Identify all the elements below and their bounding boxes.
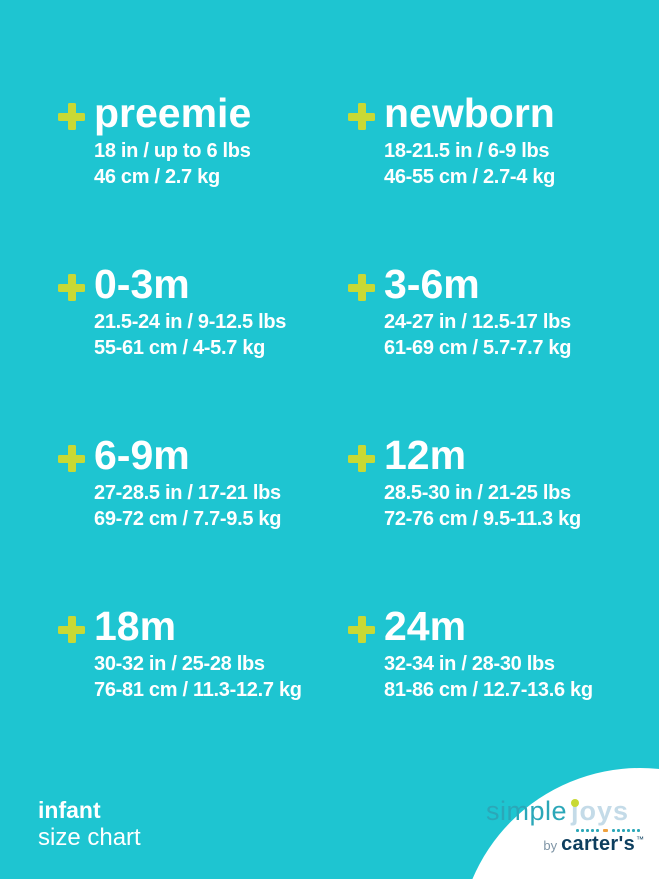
size-metric: 72-76 cm / 9.5-11.3 kg xyxy=(384,508,581,530)
size-label: 3-6m xyxy=(384,261,480,307)
size-grid: preemie 18 in / up to 6 lbs 46 cm / 2.7 kg… xyxy=(58,92,638,776)
size-imperial: 30-32 in / 25-28 lbs xyxy=(94,653,265,675)
size-entry-0-3m: 0-3m 21.5-24 in / 9-12.5 lbs 55-61 cm / 4-… xyxy=(58,263,348,434)
logo-simple-text: simple xyxy=(486,796,568,826)
brand-logo-circle: simple joys by carter's ™ xyxy=(458,768,659,879)
size-entry-6-9m: 6-9m 27-28.5 in / 17-21 lbs 69-72 cm / 7.7… xyxy=(58,434,348,605)
size-metric: 61-69 cm / 5.7-7.7 kg xyxy=(384,337,572,359)
size-label: newborn xyxy=(384,90,555,136)
size-metric: 46-55 cm / 2.7-4 kg xyxy=(384,166,556,188)
size-label: 0-3m xyxy=(94,261,190,307)
size-text-block: 3-6m 24-27 in / 12.5-17 lbs 61-69 cm / 5.7… xyxy=(384,263,571,361)
plus-icon xyxy=(348,616,375,643)
size-text-block: 6-9m 27-28.5 in / 17-21 lbs 69-72 cm / 7.7… xyxy=(94,434,281,532)
size-label: 18m xyxy=(94,603,177,649)
size-label: 12m xyxy=(384,432,467,478)
logo-dotted-underline-icon xyxy=(576,829,644,832)
size-imperial: 21.5-24 in / 9-12.5 lbs xyxy=(94,311,287,333)
plus-icon xyxy=(348,103,375,130)
plus-icon xyxy=(58,616,85,643)
chart-subtitle: size chart xyxy=(38,824,141,851)
size-imperial: 18-21.5 in / 6-9 lbs xyxy=(384,140,550,162)
logo-joys-text: joys xyxy=(571,796,630,826)
plus-icon xyxy=(58,274,85,301)
size-imperial: 18 in / up to 6 lbs xyxy=(94,140,251,162)
size-metric: 55-61 cm / 4-5.7 kg xyxy=(94,337,266,359)
size-text-block: 18m 30-32 in / 25-28 lbs 76-81 cm / 11.3-1… xyxy=(94,605,302,703)
size-metric: 81-86 cm / 12.7-13.6 kg xyxy=(384,679,593,701)
size-imperial: 32-34 in / 28-30 lbs xyxy=(384,653,555,675)
size-imperial: 27-28.5 in / 17-21 lbs xyxy=(94,482,281,504)
trademark-symbol: ™ xyxy=(636,835,644,844)
size-text-block: 24m 32-34 in / 28-30 lbs 81-86 cm / 12.7-1… xyxy=(384,605,593,703)
size-entry-preemie: preemie 18 in / up to 6 lbs 46 cm / 2.7 kg xyxy=(58,92,348,263)
logo-wordmark: simple joys xyxy=(486,798,644,825)
size-entry-newborn: newborn 18-21.5 in / 6-9 lbs 46-55 cm / 2.… xyxy=(348,92,638,263)
footer: infant size chart xyxy=(38,797,141,852)
size-metric: 76-81 cm / 11.3-12.7 kg xyxy=(94,679,302,701)
size-imperial: 24-27 in / 12.5-17 lbs xyxy=(384,311,571,333)
size-text-block: 0-3m 21.5-24 in / 9-12.5 lbs 55-61 cm / 4-… xyxy=(94,263,286,361)
size-label: 6-9m xyxy=(94,432,190,478)
plus-icon xyxy=(58,445,85,472)
logo-carters-text: carter's xyxy=(561,833,635,855)
size-label: 24m xyxy=(384,603,467,649)
plus-icon xyxy=(348,445,375,472)
size-entry-18m: 18m 30-32 in / 25-28 lbs 76-81 cm / 11.3-1… xyxy=(58,605,348,776)
size-text-block: 12m 28.5-30 in / 21-25 lbs 72-76 cm / 9.5-… xyxy=(384,434,581,532)
logo-byline: by carter's ™ xyxy=(486,834,644,854)
brand-logo: simple joys by carter's ™ xyxy=(486,798,644,855)
size-entry-24m: 24m 32-34 in / 28-30 lbs 81-86 cm / 12.7-1… xyxy=(348,605,638,776)
size-label: preemie xyxy=(94,90,252,136)
category-title: infant xyxy=(38,797,101,823)
size-metric: 69-72 cm / 7.7-9.5 kg xyxy=(94,508,282,530)
size-text-block: newborn 18-21.5 in / 6-9 lbs 46-55 cm / 2.… xyxy=(384,92,555,190)
size-entry-12m: 12m 28.5-30 in / 21-25 lbs 72-76 cm / 9.5-… xyxy=(348,434,638,605)
plus-icon xyxy=(348,274,375,301)
size-imperial: 28.5-30 in / 21-25 lbs xyxy=(384,482,571,504)
size-metric: 46 cm / 2.7 kg xyxy=(94,166,220,188)
plus-icon xyxy=(58,103,85,130)
size-entry-3-6m: 3-6m 24-27 in / 12.5-17 lbs 61-69 cm / 5.7… xyxy=(348,263,638,434)
size-text-block: preemie 18 in / up to 6 lbs 46 cm / 2.7 kg xyxy=(94,92,251,190)
logo-by-text: by xyxy=(543,838,558,853)
